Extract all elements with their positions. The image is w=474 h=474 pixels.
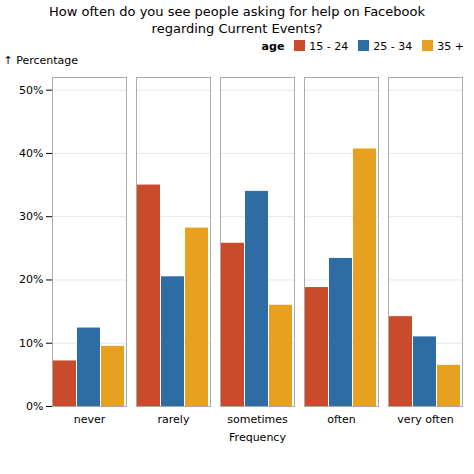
svg-text:30%: 30%	[19, 210, 43, 223]
svg-text:never: never	[74, 413, 106, 426]
html-text:How often do you see people as: How often do you see people asking for h…	[49, 4, 425, 36]
svg-text:50%: 50%	[19, 83, 43, 96]
svg-text:10%: 10%	[19, 337, 43, 350]
svg-text:Frequency: Frequency	[229, 430, 286, 443]
html-text:15 - 24: 15 - 24	[309, 39, 349, 53]
html-text:35 +: 35 +	[437, 39, 464, 53]
svg-text:20%: 20%	[19, 273, 43, 286]
svg-text:40%: 40%	[19, 147, 43, 160]
svg-text:↑ Percentage: ↑ Percentage	[4, 54, 79, 67]
svg-text:0%: 0%	[26, 400, 43, 413]
html-text:25 - 34: 25 - 34	[373, 39, 413, 53]
svg-text:very often: very often	[397, 413, 453, 426]
svg-text:often: often	[327, 413, 355, 426]
svg-text:sometimes: sometimes	[227, 413, 288, 426]
html-text:age: age	[261, 39, 285, 53]
svg-text:rarely: rarely	[158, 413, 190, 426]
